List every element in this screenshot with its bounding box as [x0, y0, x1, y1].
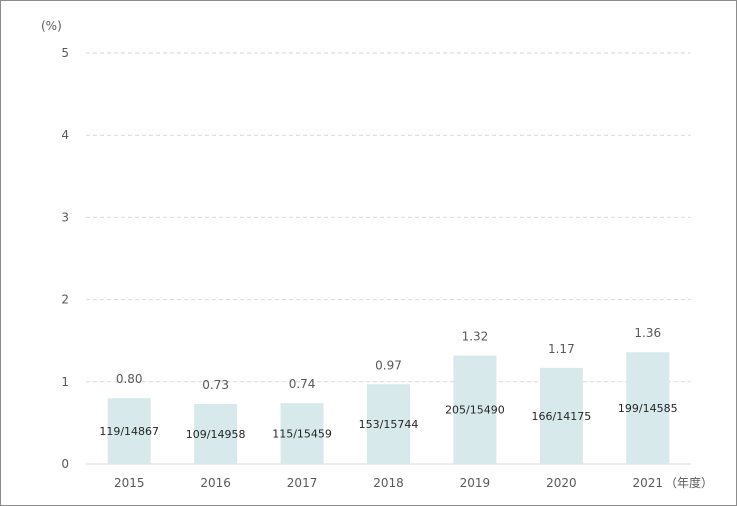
- bar-value-label: 0.73: [202, 378, 229, 392]
- bar-value-label: 0.74: [289, 377, 316, 391]
- bar: [539, 367, 583, 464]
- y-tick-label: 4: [61, 128, 69, 142]
- y-tick-label: 1: [61, 375, 69, 389]
- bar-ratio-label: 199/14585: [618, 402, 678, 415]
- y-tick-label: 3: [61, 210, 69, 224]
- bar-ratio-label: 109/14958: [186, 428, 246, 441]
- bar-ratio-label: 166/14175: [532, 410, 592, 423]
- bar: [626, 352, 670, 464]
- x-tick-label: 2018: [373, 476, 404, 490]
- x-tick-label: 2019: [460, 476, 491, 490]
- bar: [194, 403, 238, 464]
- bar-ratio-label: 153/15744: [359, 418, 419, 431]
- y-axis-unit-label: (%): [41, 19, 62, 33]
- bar-value-label: 0.80: [116, 372, 143, 386]
- bar: [107, 398, 151, 464]
- x-tick-label: 2015: [114, 476, 145, 490]
- bar-value-label: 1.17: [548, 342, 575, 356]
- x-axis-unit-label: （年度）: [665, 475, 713, 490]
- x-tick-label: 2016: [200, 476, 231, 490]
- x-tick-label: 2021: [633, 476, 664, 490]
- bar-ratio-label: 115/15459: [272, 428, 332, 441]
- bar-value-label: 0.97: [375, 358, 402, 372]
- bar: [453, 355, 497, 464]
- x-tick-label: 2017: [287, 476, 318, 490]
- y-tick-label: 5: [61, 46, 69, 60]
- y-tick-label: 2: [61, 293, 69, 307]
- bar: [367, 384, 410, 464]
- bar-ratio-label: 119/14867: [99, 425, 159, 438]
- y-tick-label: 0: [61, 457, 69, 471]
- bar: [280, 403, 324, 464]
- bar-value-label: 1.32: [462, 329, 489, 343]
- bar-value-label: 1.36: [634, 326, 661, 340]
- x-tick-label: 2020: [546, 476, 577, 490]
- bar-ratio-label: 205/15490: [445, 404, 505, 417]
